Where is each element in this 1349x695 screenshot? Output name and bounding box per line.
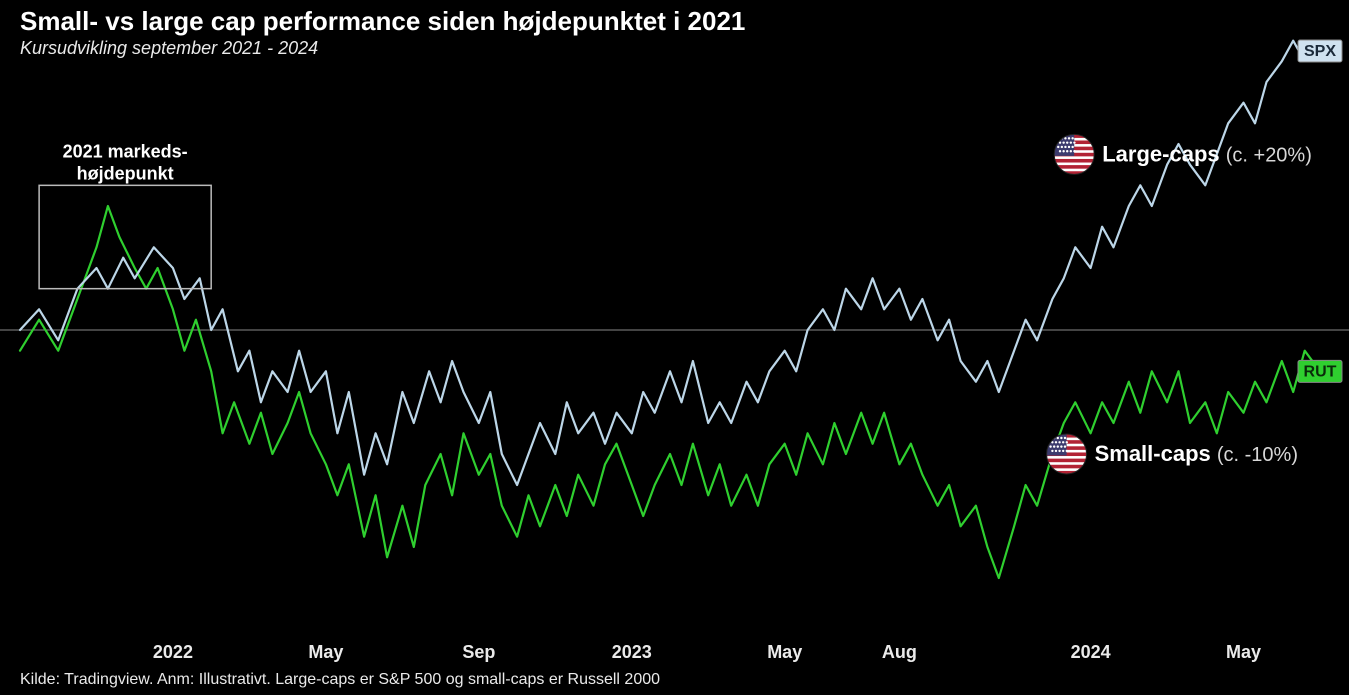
- chart-container: Small- vs large cap performance siden hø…: [0, 0, 1349, 695]
- market-peak-annotation-box: [39, 185, 211, 288]
- market-peak-annotation-label: højdepunkt: [77, 163, 174, 183]
- chart-svg: 2022 May Sep 2023 May Aug 2024 May 2021 markeds-…: [0, 0, 1349, 695]
- x-axis-label: 2023: [612, 642, 652, 662]
- x-axis-label: 2024: [1071, 642, 1111, 662]
- market-peak-annotation-label: 2021 markeds-: [63, 141, 188, 161]
- large-caps-label: Large-caps (c. +20%): [1102, 141, 1312, 166]
- small-caps-flag-icon: [1047, 434, 1087, 475]
- x-axis-label: Aug: [882, 642, 917, 662]
- chart-footnote: Kilde: Tradingview. Anm: Illustrativt. L…: [20, 671, 660, 689]
- x-axis-label: 2022: [153, 642, 193, 662]
- x-axis-label: May: [767, 642, 802, 662]
- x-axis-label: Sep: [462, 642, 495, 662]
- x-axis-label: May: [308, 642, 343, 662]
- rut-ticker-label: RUT: [1304, 364, 1337, 381]
- small-caps-label: Small-caps (c. -10%): [1095, 441, 1298, 466]
- x-axis-label: May: [1226, 642, 1261, 662]
- small-caps-line: [20, 206, 1320, 578]
- large-caps-line: [20, 41, 1320, 485]
- large-caps-flag-icon: [1054, 134, 1094, 175]
- spx-ticker-label: SPX: [1304, 43, 1336, 60]
